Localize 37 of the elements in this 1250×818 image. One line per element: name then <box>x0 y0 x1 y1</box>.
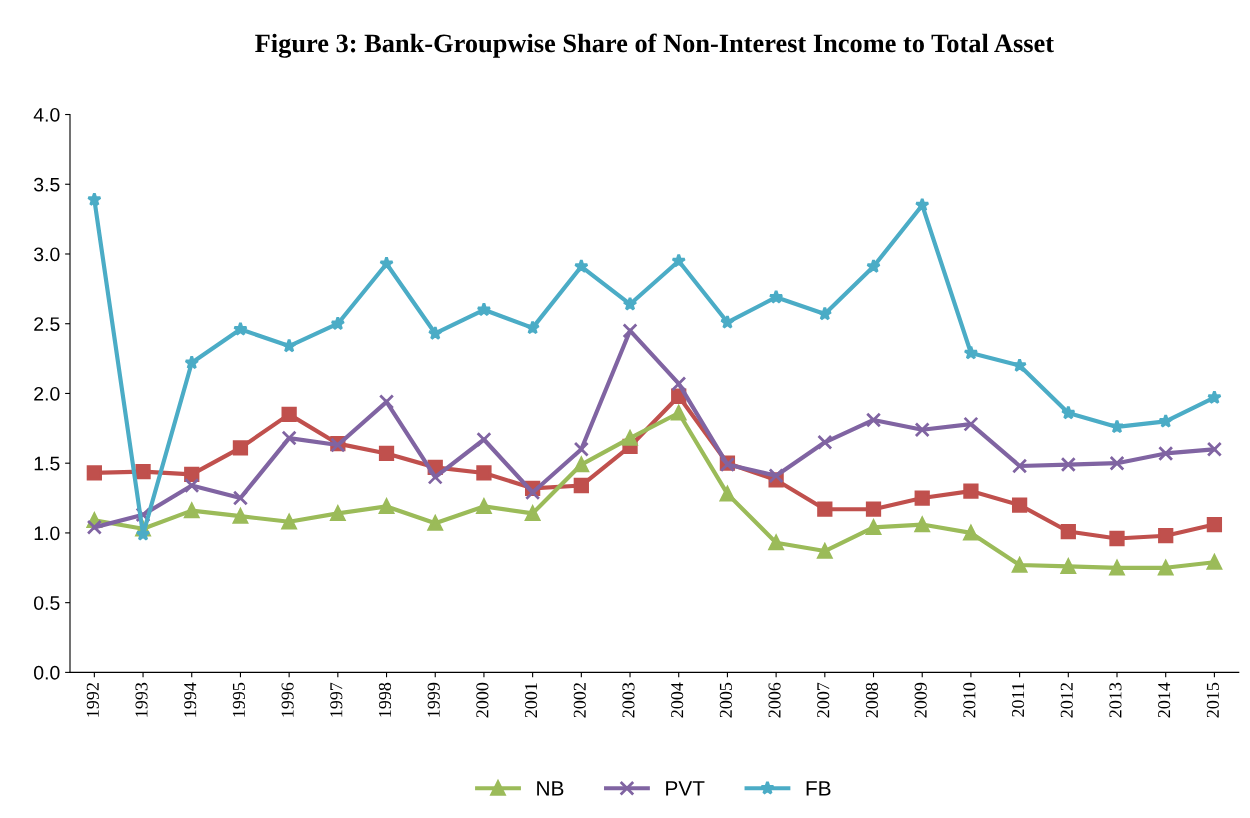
y-tick-label: 4.0 <box>33 107 60 122</box>
x-tick-label: 2011 <box>1011 683 1025 717</box>
legend-label: FB <box>806 781 831 796</box>
x-tick-label: 2006 <box>768 682 781 718</box>
x-tick-label: 2002 <box>573 683 586 718</box>
x-tick-label: 2005 <box>719 682 732 718</box>
x-tick-label: 2010 <box>963 682 976 718</box>
y-tick-label: 0.0 <box>34 665 60 680</box>
y-tick-label: 3.5 <box>33 177 60 192</box>
x-tick-label: 2012 <box>1060 683 1073 718</box>
y-tick-label: 3.0 <box>33 247 60 262</box>
x-tick-label: 2008 <box>865 682 879 718</box>
y-tick-label: 2.0 <box>34 386 60 401</box>
x-tick-label: 2013 <box>1109 682 1122 718</box>
x-tick-label: 2004 <box>671 682 684 718</box>
x-tick-label: 1998 <box>378 682 392 717</box>
chart-title: Figure 3: Bank-Groupwise Share of Non-Interest Income to Total Asset <box>255 33 1054 58</box>
x-tick-label: 1999 <box>427 682 440 717</box>
legend-label: NB <box>537 781 564 796</box>
x-tick-label: 2000 <box>476 682 489 718</box>
y-tick-label: 2.5 <box>34 317 60 331</box>
x-tick-label: 1997 <box>330 682 343 717</box>
x-tick-label: 2009 <box>914 682 927 718</box>
legend-label: PVT <box>666 781 705 796</box>
y-tick-label: 1.5 <box>34 456 60 471</box>
x-tick-label: 1994 <box>184 682 197 717</box>
x-tick-label: 2003 <box>622 682 635 718</box>
x-tick-label: 2007 <box>817 682 830 718</box>
x-tick-label: 1996 <box>281 682 294 717</box>
x-tick-label: 1992 <box>86 683 99 717</box>
y-tick-label: 0.5 <box>34 596 60 610</box>
y-tick-label: 1.0 <box>34 526 60 541</box>
x-tick-label: 1995 <box>232 682 245 717</box>
x-tick-label: 2014 <box>1158 682 1171 718</box>
x-tick-label: 1993 <box>135 682 148 717</box>
x-tick-label: 2015 <box>1206 682 1219 718</box>
x-tick-label: 2001 <box>524 683 538 718</box>
